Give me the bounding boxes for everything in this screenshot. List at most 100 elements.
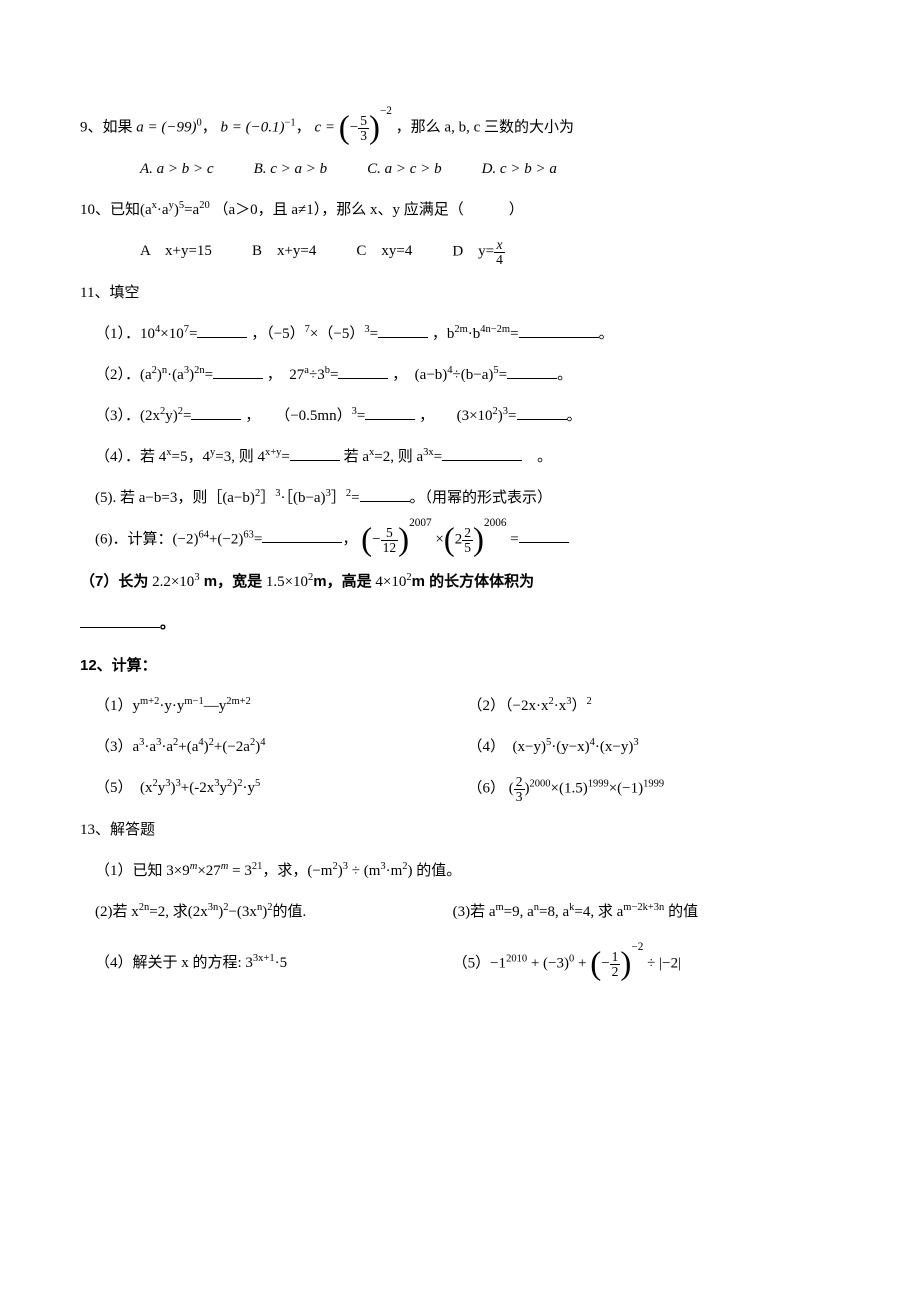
q9-c-eq: c = xyxy=(314,119,335,135)
e: 5 xyxy=(493,365,498,376)
t: m，宽是 xyxy=(200,573,263,590)
e: −2 xyxy=(631,941,643,953)
q9-opt-a: A. a > b > c xyxy=(140,156,214,183)
t: =4, 求 a xyxy=(574,904,623,920)
e: 3x xyxy=(423,447,434,458)
q9-opt-d: D. c > b > a xyxy=(482,156,557,183)
e: m+2 xyxy=(140,696,159,707)
d: 5 xyxy=(462,541,473,555)
t: ，求，(−m xyxy=(262,863,332,879)
q10-d-frac: x4 xyxy=(494,238,505,266)
t: ·m xyxy=(386,863,403,879)
q11-3: （3）．(2x2y)2= ， （−0.5mn）3= ， (3×102)3=。 xyxy=(80,403,840,430)
q13-1: （1）已知 3×9m×27m = 321，求，(−m2)3 ÷ (m3·m2) … xyxy=(80,858,840,885)
d: 3 xyxy=(514,790,525,804)
e: 2 xyxy=(586,696,591,707)
q9-options: A. a > b > c B. c > a > b C. a > c > b D… xyxy=(80,156,840,183)
q10-d: （a＞0，且 a≠1），那么 x、y 应满足（ ） xyxy=(210,202,524,218)
t: ·(y−x) xyxy=(551,739,589,755)
t: y xyxy=(219,780,227,796)
int: 2 xyxy=(455,531,463,547)
blank xyxy=(191,404,241,420)
t: =3, 则 4 xyxy=(215,449,265,465)
e: x+y xyxy=(265,447,281,458)
blank xyxy=(519,322,599,338)
t: （5） (x xyxy=(95,780,153,796)
t: ÷ (m xyxy=(348,863,380,879)
t: ×27 xyxy=(197,863,220,879)
q9-stem: 9、如果 a = (−99)0， b = (−0.1)−1， c = (−53)… xyxy=(80,114,840,142)
t: （1）已知 3×9 xyxy=(95,863,190,879)
q10-opt-b: B x+y=4 xyxy=(252,238,316,266)
t: m 的长方体体积为 xyxy=(412,573,535,590)
q10-a: 10、已知(a xyxy=(80,202,152,218)
n: 5 xyxy=(381,526,399,541)
q11-6: (6)．计算：(−2)64+(−2)63=， (−512)2007 ×(225)… xyxy=(80,526,840,554)
t: ， (3×10 xyxy=(419,408,492,424)
q10-c: =a xyxy=(184,202,199,218)
e: 4 xyxy=(260,737,265,748)
e: b xyxy=(325,365,330,376)
e: 4n−2m xyxy=(480,324,510,335)
q10-stem: 10、已知(ax·ay)5=a20 （a＞0，且 a≠1），那么 x、y 应满足… xyxy=(80,197,840,224)
t: （7）长为 xyxy=(80,573,148,590)
q12-row1: （1）ym+2·y·ym−1—y2m+2 （2）（−2x·x2·x3）2 xyxy=(80,693,840,720)
q12-5: （5） (x2y3)3+(-2x3y2)2·y5 xyxy=(95,775,468,803)
q10-d-den: 4 xyxy=(494,253,505,267)
q12-2: （2）（−2x·x2·x3）2 xyxy=(468,693,841,720)
q9-b-def: b = (−0.1) xyxy=(221,119,285,135)
t: （4） (x−y) xyxy=(468,739,546,755)
lparen-icon: ( xyxy=(590,946,601,982)
t: 1.5×10 xyxy=(262,574,308,590)
lparen-icon: ( xyxy=(361,522,372,558)
t: (2)若 x xyxy=(95,904,139,920)
t: ， （−0.5mn） xyxy=(245,408,351,424)
q11-5: (5). 若 a−b=3，则［(a−b)2］3·［(b−a)3］2=。（用幂的形… xyxy=(80,485,840,512)
frac: 25 xyxy=(462,526,473,554)
t: +(-2x xyxy=(181,780,214,796)
e: m−1 xyxy=(184,696,203,707)
t: 4×10 xyxy=(372,574,407,590)
e: 3n xyxy=(208,902,219,913)
t: （3）．(2x xyxy=(95,408,160,424)
q10-opt-a: A x+y=15 xyxy=(140,238,212,266)
blank xyxy=(290,445,340,461)
e: 2n xyxy=(194,365,205,376)
t: ·5 xyxy=(275,955,288,971)
q12-1: （1）ym+2·y·ym−1—y2m+2 xyxy=(95,693,468,720)
e: 3 xyxy=(364,324,369,335)
q10-opt-c: C xy=4 xyxy=(356,238,412,266)
e: m xyxy=(496,902,504,913)
n: 2 xyxy=(514,775,525,790)
t: +(−2a xyxy=(214,739,250,755)
d: 12 xyxy=(381,541,399,555)
rparen-icon: ) xyxy=(369,110,380,146)
t: (5). 若 a−b=3，则［(a−b) xyxy=(95,490,255,506)
e: 2n xyxy=(139,902,150,913)
q9-b-exp: −1 xyxy=(285,117,296,128)
t: （4）．若 4 xyxy=(95,449,166,465)
t: + xyxy=(574,955,590,971)
q10-options: A x+y=15 B x+y=4 C xy=4 D y=x4 xyxy=(80,238,840,266)
q10-opt-d: D y=x4 xyxy=(452,238,505,266)
q12-6: （6） (23)2000×(1.5)1999×(−1)1999 xyxy=(468,775,841,803)
frac: 512 xyxy=(381,526,399,554)
e: 3 xyxy=(503,406,508,417)
t: （3）a xyxy=(95,739,139,755)
e: 2 xyxy=(346,488,351,499)
t: ) 的值。 xyxy=(408,863,462,879)
q12-4: （4） (x−y)5·(y−x)4·(x−y)3 xyxy=(468,734,841,761)
t: m，高是 xyxy=(313,573,371,590)
e: 64 xyxy=(198,529,209,540)
q9-prefix: 9、如果 xyxy=(80,119,133,135)
t: ］ xyxy=(331,490,346,506)
e: 1999 xyxy=(643,778,664,789)
q12-head: 12、计算： xyxy=(80,652,840,679)
q9-c-den: 3 xyxy=(358,129,369,143)
t: ） xyxy=(571,698,586,714)
q13-row2: (2)若 x2n=2, 求(2x3n)2−(3xn)2的值. (3)若 am=9… xyxy=(80,899,840,926)
t: +(a xyxy=(178,739,198,755)
q9-tail: ，那么 a, b, c 三数的大小为 xyxy=(396,119,574,135)
q11-4: （4）．若 4x=5，4y=3, 则 4x+y= 若 ax=2, 则 a3x= … xyxy=(80,444,840,471)
e: 21 xyxy=(252,861,263,872)
